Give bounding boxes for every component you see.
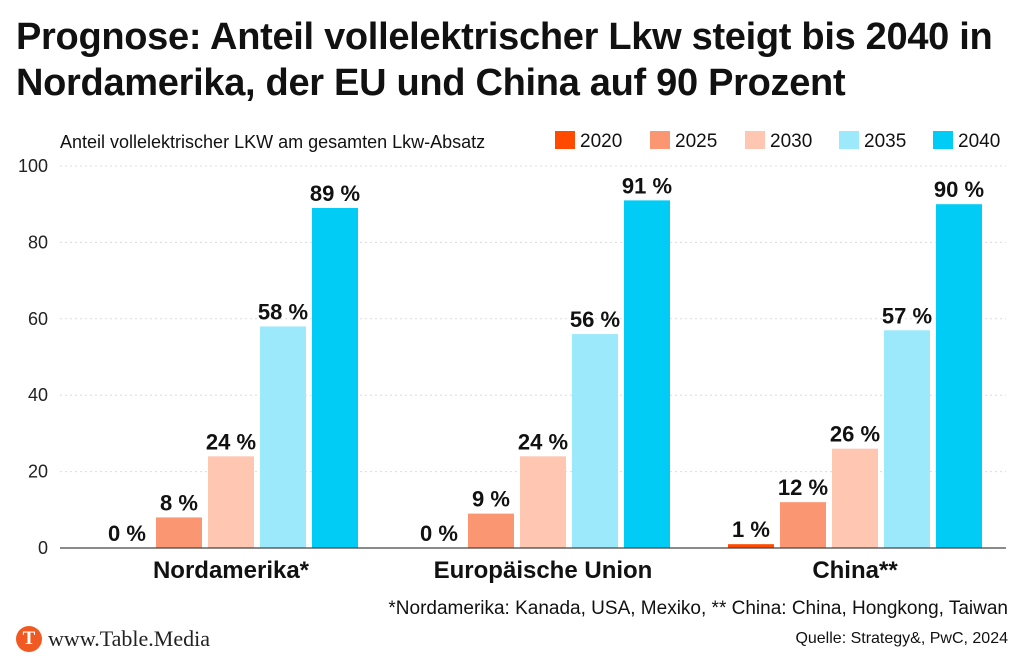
data-label: 89 % <box>310 181 360 206</box>
data-label: 91 % <box>622 173 672 198</box>
legend-label: 2025 <box>675 131 717 152</box>
legend-label: 2030 <box>770 131 812 152</box>
bar <box>936 204 982 548</box>
bar <box>780 502 826 548</box>
bar <box>312 208 358 548</box>
bar <box>884 330 930 548</box>
data-label: 8 % <box>160 490 198 515</box>
brand-url[interactable]: www.Table.Media <box>48 626 210 651</box>
footnote: *Nordamerika: Kanada, USA, Mexiko, ** Ch… <box>388 598 1008 619</box>
data-label: 12 % <box>778 475 828 500</box>
bar <box>520 456 566 548</box>
y-tick-label: 60 <box>28 309 48 329</box>
bar <box>572 334 618 548</box>
data-label: 0 % <box>420 521 458 546</box>
bar <box>260 326 306 548</box>
source-note: Quelle: Strategy&, PwC, 2024 <box>795 630 1008 647</box>
bar <box>832 448 878 548</box>
legend-swatch <box>555 131 575 149</box>
table-media-logo-icon: T <box>16 626 42 652</box>
data-label: 0 % <box>108 521 146 546</box>
bar <box>624 200 670 548</box>
data-label: 57 % <box>882 303 932 328</box>
data-label: 24 % <box>206 429 256 454</box>
bar <box>208 456 254 548</box>
data-label: 24 % <box>518 429 568 454</box>
legend-label: 2035 <box>864 131 906 152</box>
legend-swatch <box>650 131 670 149</box>
y-tick-label: 40 <box>28 385 48 405</box>
legend-swatch <box>745 131 765 149</box>
chart-subtitle: Anteil vollelektrischer LKW am gesamten … <box>60 132 485 152</box>
y-tick-label: 0 <box>38 538 48 558</box>
x-category-label: Nordamerika* <box>153 557 310 584</box>
legend-swatch <box>933 131 953 149</box>
data-label: 56 % <box>570 307 620 332</box>
bar <box>728 544 774 548</box>
data-label: 1 % <box>732 517 770 542</box>
y-tick-label: 20 <box>28 462 48 482</box>
y-tick-label: 100 <box>18 156 48 176</box>
data-label: 26 % <box>830 422 880 447</box>
x-category-label: Europäische Union <box>434 557 653 584</box>
x-category-label: China** <box>812 557 898 584</box>
legend-label: 2020 <box>580 131 622 152</box>
brand[interactable]: T www.Table.Media <box>16 626 210 652</box>
bar <box>468 513 514 548</box>
legend-swatch <box>839 131 859 149</box>
data-label: 90 % <box>934 177 984 202</box>
bar <box>156 517 202 548</box>
chart-title: Prognose: Anteil vollelektrischer Lkw st… <box>16 16 993 104</box>
legend-label: 2040 <box>958 131 1000 152</box>
data-label: 9 % <box>472 487 510 512</box>
data-label: 58 % <box>258 299 308 324</box>
y-tick-label: 80 <box>28 232 48 252</box>
